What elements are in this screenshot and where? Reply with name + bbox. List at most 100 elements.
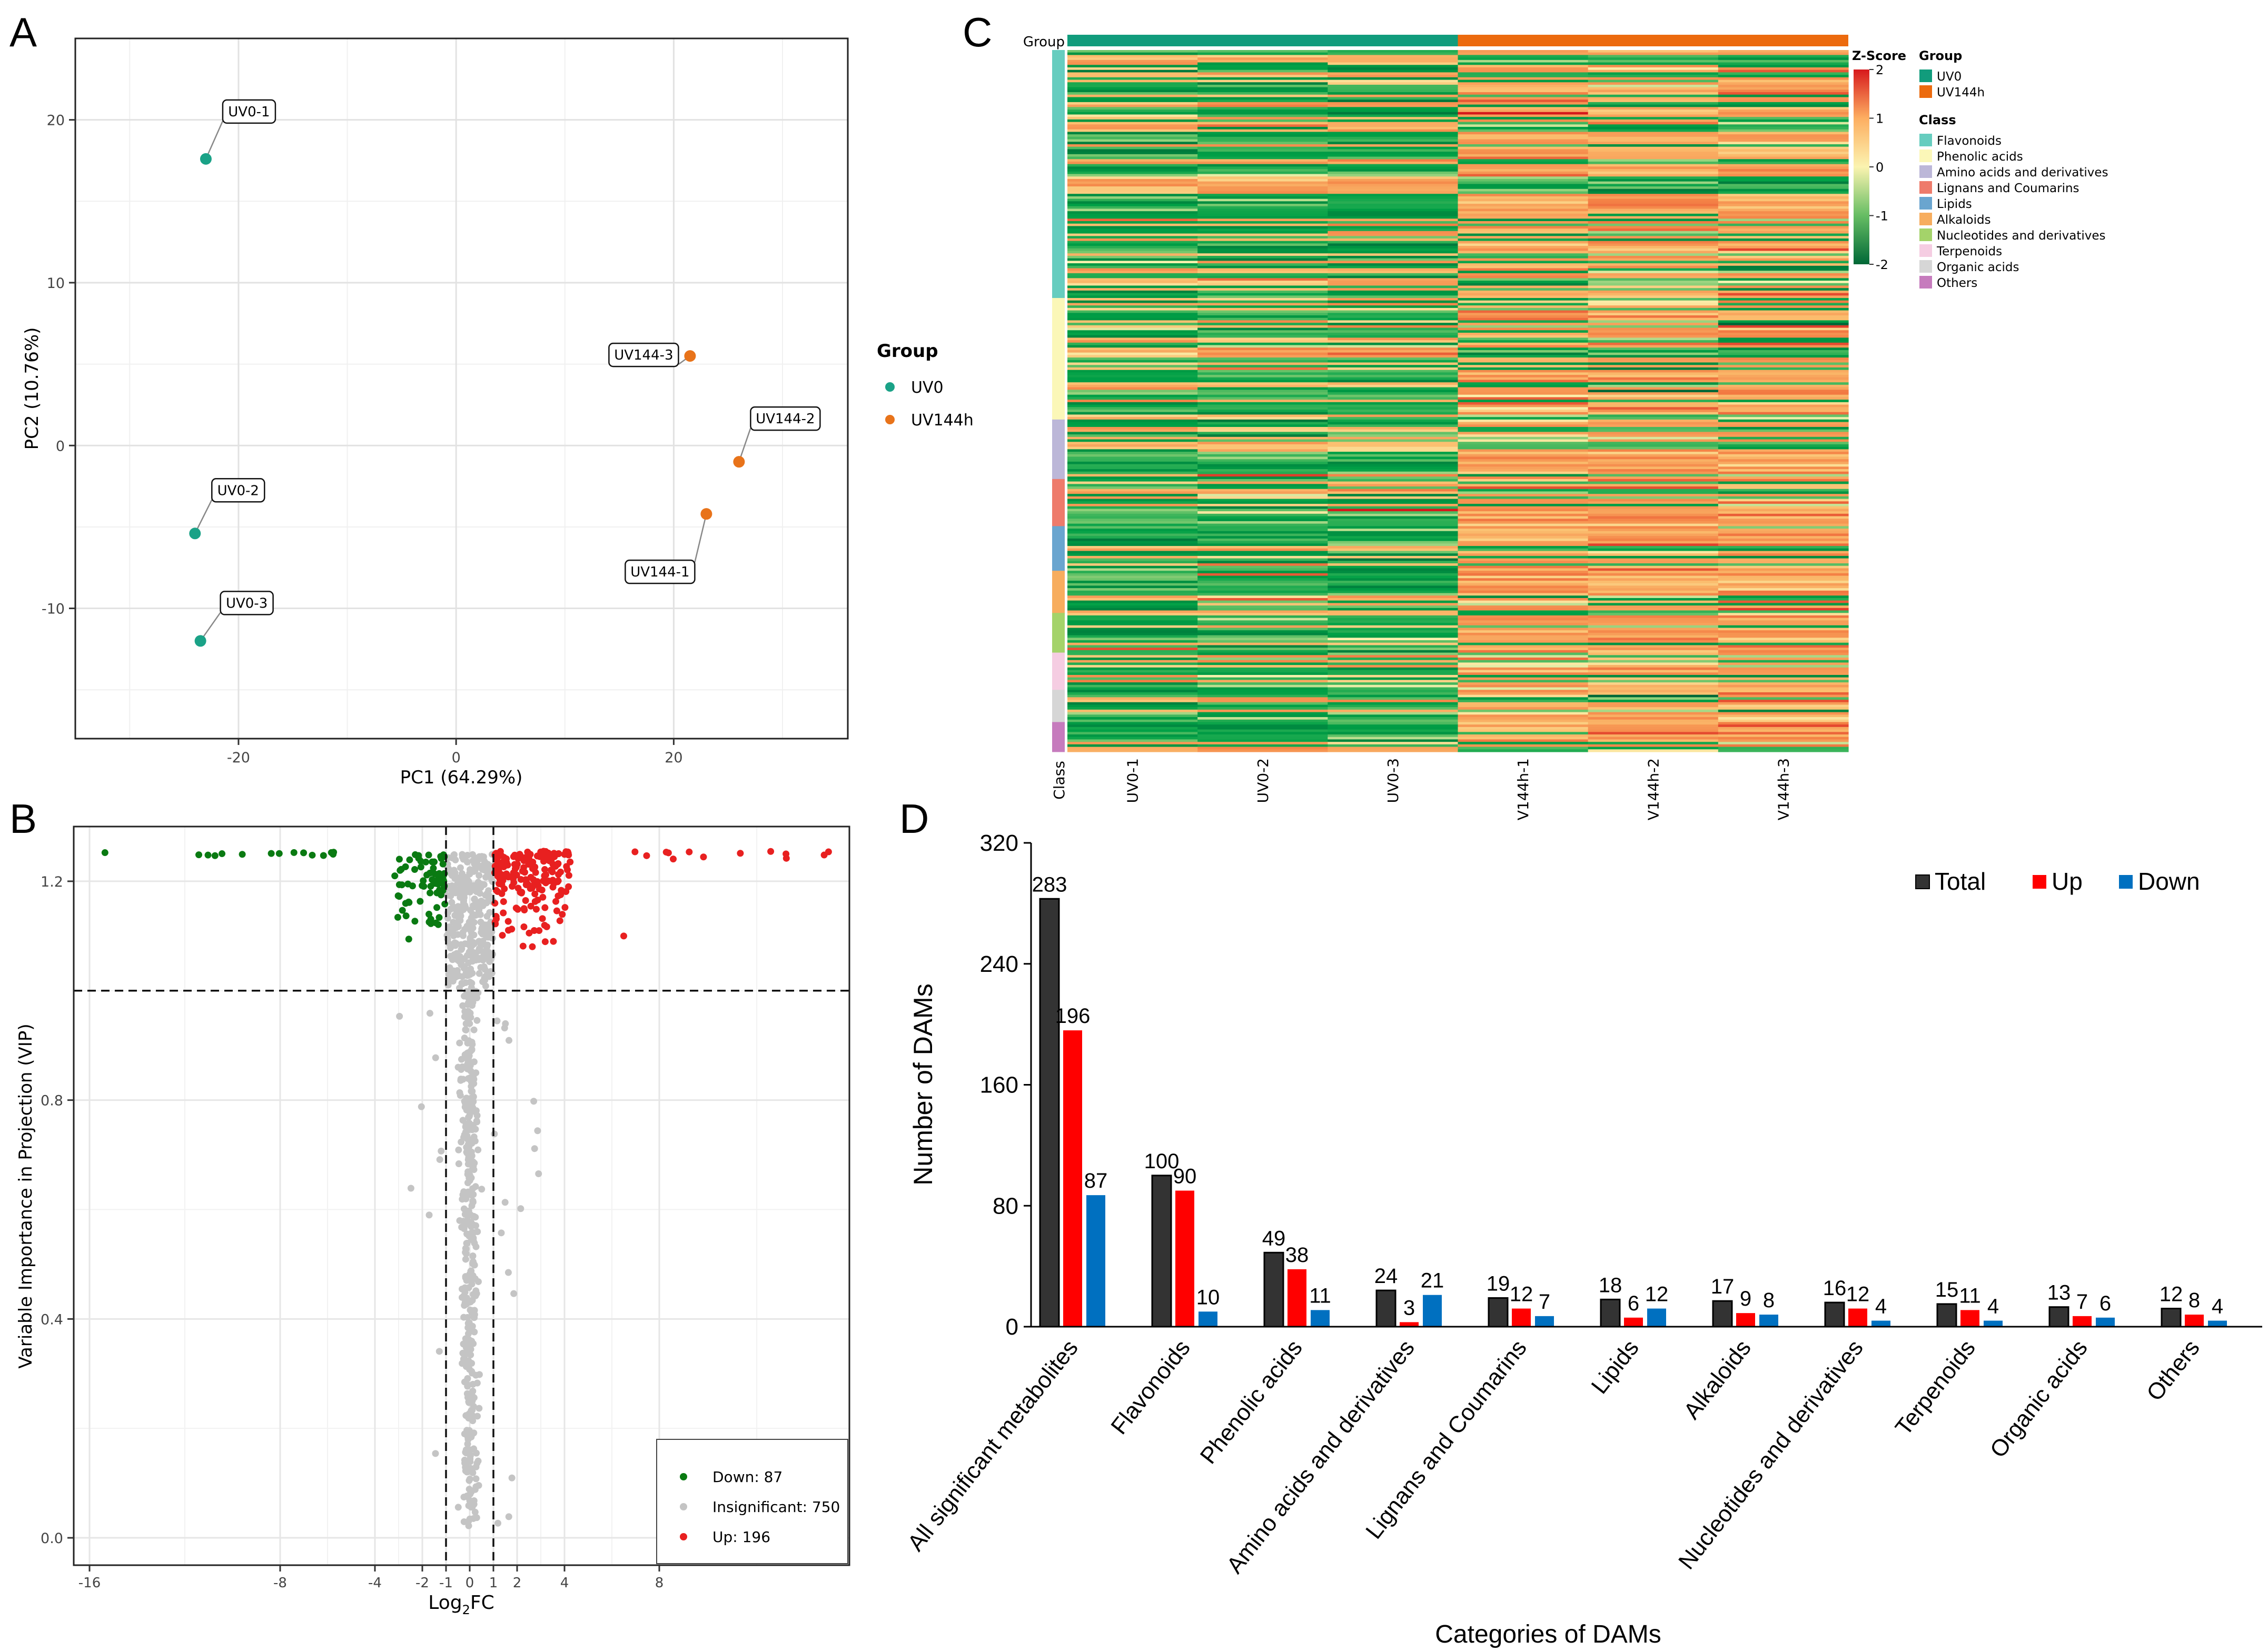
heatmap-cell: [1328, 156, 1459, 160]
heatmap-cell: [1458, 335, 1589, 338]
heatmap-cell: [1458, 310, 1589, 313]
volcano-point-insignificant: [469, 1122, 477, 1129]
heatmap-cell: [1588, 436, 1719, 440]
heatmap-cell: [1718, 568, 1849, 571]
volcano-point-down: [434, 880, 442, 888]
heatmap-cell: [1458, 682, 1589, 685]
heatmap-cell: [1197, 132, 1328, 135]
dam-bar-value-label: 283: [1032, 873, 1067, 896]
heatmap-cell: [1458, 307, 1589, 311]
heatmap-cell: [1197, 600, 1328, 603]
heatmap-cell: [1197, 635, 1328, 638]
heatmap-cell: [1197, 164, 1328, 167]
heatmap-cell: [1458, 236, 1589, 239]
heatmap-cell: [1718, 313, 1849, 316]
heatmap-cell: [1328, 739, 1459, 742]
heatmap-cell: [1197, 426, 1328, 430]
volcano-point-insignificant: [464, 1171, 471, 1178]
heatmap-cell: [1197, 444, 1328, 447]
heatmap-cell: [1197, 303, 1328, 306]
heatmap-cell: [1067, 218, 1198, 222]
heatmap-cell: [1067, 293, 1198, 296]
pca-y-tick-label: 20: [47, 113, 65, 129]
heatmap-cell: [1067, 84, 1198, 88]
heatmap-cell: [1197, 327, 1328, 331]
heatmap-cell: [1328, 432, 1459, 435]
heatmap-cell: [1328, 57, 1459, 61]
heatmap-cell: [1718, 159, 1849, 162]
heatmap-cell: [1458, 541, 1589, 544]
heatmap-cell: [1458, 585, 1589, 589]
heatmap-cell: [1588, 194, 1719, 197]
heatmap-cell: [1458, 548, 1589, 552]
heatmap-cell: [1197, 436, 1328, 440]
heatmap-cell: [1328, 375, 1459, 378]
heatmap-cell: [1328, 335, 1459, 338]
heatmap-group-uv144h-block: [1458, 35, 1848, 46]
heatmap-cell: [1067, 335, 1198, 338]
volcano-point-insignificant: [477, 918, 484, 926]
dam-bar-value-label: 4: [2212, 1295, 2223, 1318]
heatmap-cell: [1718, 680, 1849, 683]
heatmap-class-segment: [1052, 613, 1065, 653]
heatmap-cell: [1328, 541, 1459, 544]
heatmap-cell: [1588, 110, 1719, 113]
heatmap-cell: [1458, 238, 1589, 242]
heatmap-cell: [1458, 176, 1589, 180]
heatmap-cell: [1067, 283, 1198, 286]
heatmap-cell: [1588, 551, 1719, 554]
heatmap-cell: [1197, 204, 1328, 207]
volcano-point-insignificant: [482, 952, 489, 959]
heatmap-cell: [1718, 87, 1849, 90]
heatmap-cell: [1458, 471, 1589, 475]
heatmap-cell: [1197, 188, 1328, 192]
heatmap-cell: [1197, 226, 1328, 229]
heatmap-cell: [1067, 255, 1198, 259]
volcano-point-insignificant: [448, 905, 455, 912]
heatmap-cell: [1328, 608, 1459, 611]
heatmap-cell: [1328, 114, 1459, 117]
heatmap-cell: [1718, 375, 1849, 378]
volcano-point-insignificant: [474, 1457, 482, 1465]
heatmap-cell: [1197, 231, 1328, 234]
dam-legend-swatch: [1915, 874, 1930, 889]
heatmap-cell: [1588, 271, 1719, 274]
heatmap-cell: [1197, 253, 1328, 256]
heatmap-cell: [1328, 77, 1459, 81]
heatmap-cell: [1588, 241, 1719, 244]
heatmap-cell: [1328, 79, 1459, 83]
heatmap-cell: [1067, 152, 1198, 155]
heatmap-cell: [1067, 278, 1198, 281]
volcano-point-insignificant: [467, 1452, 474, 1459]
heatmap-cell: [1328, 281, 1459, 284]
heatmap-cell: [1328, 188, 1459, 192]
dam-bar-value-label: 11: [1959, 1284, 1981, 1307]
volcano-point-insignificant: [474, 1413, 481, 1420]
heatmap-cell: [1588, 323, 1719, 326]
volcano-point-insignificant: [478, 1186, 486, 1193]
heatmap-cell: [1197, 747, 1328, 750]
heatmap-cell: [1067, 494, 1198, 497]
volcano-x-tick-label: -8: [273, 1575, 287, 1591]
heatmap-cell: [1718, 690, 1849, 693]
class-legend-label: Lignans and Coumarins: [1937, 182, 2079, 195]
heatmap-cell: [1588, 546, 1719, 549]
heatmap-cell: [1328, 719, 1459, 723]
heatmap-cell: [1718, 233, 1849, 236]
heatmap-cell: [1197, 690, 1328, 693]
heatmap-cell: [1328, 384, 1459, 388]
heatmap-cell: [1328, 174, 1459, 177]
pca-label-box: [750, 406, 821, 431]
volcano-point-down: [430, 864, 437, 872]
heatmap-cell: [1197, 417, 1328, 420]
heatmap-cell: [1458, 719, 1589, 723]
heatmap-cell: [1197, 662, 1328, 665]
heatmap-cell: [1067, 613, 1198, 616]
heatmap-cell: [1197, 181, 1328, 184]
heatmap-cell: [1718, 511, 1849, 514]
class-legend-title: Class: [1919, 113, 1956, 127]
heatmap-cell: [1328, 82, 1459, 85]
heatmap-cell: [1067, 325, 1198, 329]
heatmap-cell: [1328, 340, 1459, 343]
heatmap-cell: [1458, 729, 1589, 732]
